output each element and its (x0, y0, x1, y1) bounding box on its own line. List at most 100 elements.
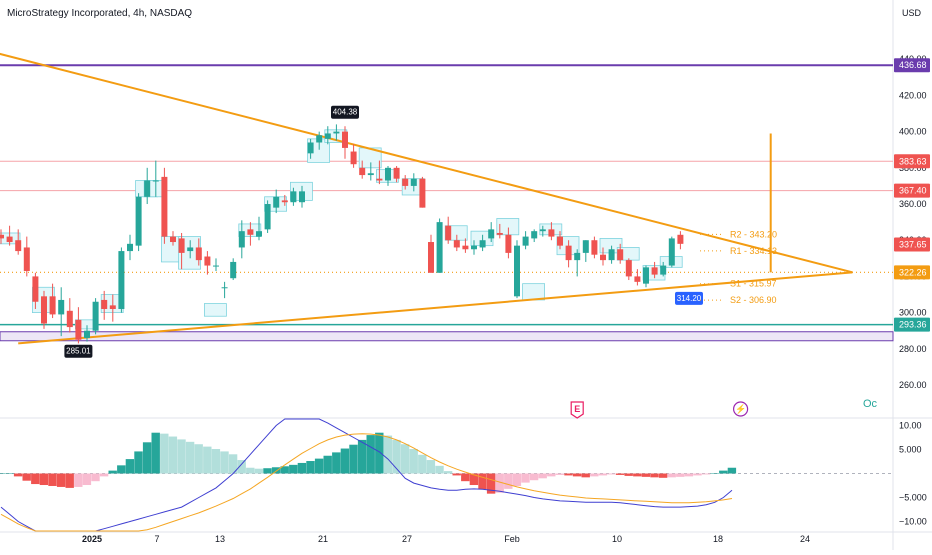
macd-histogram-bar (177, 439, 186, 474)
y-tick-label: 260.00 (899, 380, 927, 390)
macd-histogram-bar (194, 444, 203, 474)
x-tick-label: 2025 (82, 534, 102, 544)
macd-histogram-bar (168, 436, 178, 474)
candle (522, 231, 529, 250)
candle-body (0, 234, 4, 239)
macd-line (0, 418, 733, 532)
candle (273, 189, 280, 214)
macd-histogram-bar (693, 473, 702, 476)
macd-histogram-bar (82, 473, 92, 486)
candle-body (195, 247, 202, 261)
candle-body (58, 299, 65, 315)
candle (419, 176, 426, 208)
pivot-label: R2 - 343.20 (730, 229, 777, 239)
candle-body (307, 142, 314, 154)
candle (178, 232, 185, 270)
macd-current-bg (894, 465, 930, 480)
trendline-1 (18, 271, 853, 345)
level-badge-purple-top-bg (894, 58, 930, 73)
macd-histogram-bar (237, 460, 246, 474)
candle (462, 238, 469, 253)
candle-body (256, 231, 262, 237)
macd-histogram-bar (74, 473, 83, 487)
candle-body (565, 245, 572, 261)
y-tick-label: 300.00 (899, 308, 927, 318)
candle (204, 251, 211, 275)
macd-histogram-bar (538, 473, 547, 479)
candle (496, 223, 503, 239)
candle-body (6, 236, 13, 243)
macd-histogram-bar (246, 467, 255, 474)
candle-body (522, 236, 529, 246)
candle (0, 229, 4, 244)
macd-histogram-bar (340, 448, 350, 474)
candle-body (221, 287, 228, 289)
candle-body (213, 265, 219, 267)
macd-histogram-bar (349, 444, 358, 474)
candle-body (625, 260, 632, 277)
candle-body (135, 196, 142, 246)
candle (92, 298, 99, 335)
level-badge-teal-bg (894, 317, 930, 332)
earnings-marker-label: E (574, 404, 580, 414)
candle (118, 247, 125, 313)
macd-histogram-bar (65, 473, 74, 488)
candle (514, 240, 520, 299)
macd-tick-label: 10.00 (899, 421, 922, 431)
candle (531, 229, 538, 243)
candle (660, 261, 667, 277)
candle (651, 261, 658, 279)
candle-body (574, 252, 581, 261)
macd-histogram-bar (676, 473, 685, 477)
candle-body (651, 267, 658, 275)
candle (376, 160, 383, 185)
macd-tick-label: −5.000 (899, 493, 927, 503)
macd-histogram-bar (426, 460, 436, 474)
candle (350, 144, 357, 168)
candle (359, 160, 366, 179)
candle-body (23, 247, 30, 271)
candle-body (471, 245, 477, 250)
settings-icon[interactable]: Oc (863, 398, 878, 410)
macd-histogram-bar (650, 473, 659, 478)
candle (385, 166, 391, 186)
candle-body (324, 133, 331, 139)
currency-label: USD (902, 8, 922, 18)
candle-body (350, 151, 357, 165)
candle (230, 258, 237, 281)
macd-histogram-bar (332, 452, 341, 474)
x-tick-label: 13 (215, 534, 225, 544)
candle-body (238, 231, 245, 248)
candle-body (101, 299, 108, 309)
macd-histogram-bar (641, 473, 651, 477)
candle (264, 200, 271, 233)
candle-body (505, 234, 512, 253)
macd-histogram-bar (134, 451, 143, 474)
x-tick-label: 27 (402, 534, 412, 544)
candle (600, 247, 606, 266)
candle-body (419, 178, 426, 208)
macd-histogram-bar (719, 470, 728, 474)
candle (15, 229, 22, 255)
candle (127, 234, 133, 261)
macd-histogram-bar (435, 465, 444, 474)
macd-histogram-bar (615, 473, 625, 475)
macd-histogram-bar (409, 449, 418, 474)
candle (281, 194, 288, 206)
candle-body (290, 191, 297, 203)
macd-histogram-bar (598, 473, 608, 476)
candle-body (582, 240, 589, 253)
macd-histogram-bar (375, 432, 384, 474)
callout-bg (331, 105, 359, 119)
macd-histogram-bar (495, 473, 504, 493)
macd-histogram-bar (555, 473, 565, 475)
candle-body (608, 249, 615, 261)
x-tick-label: 21 (318, 534, 328, 544)
macd-histogram-bar (461, 473, 470, 482)
macd-histogram-bar (306, 461, 315, 474)
candle (290, 187, 297, 206)
macd-histogram-bar (108, 470, 117, 474)
candle (617, 243, 624, 264)
